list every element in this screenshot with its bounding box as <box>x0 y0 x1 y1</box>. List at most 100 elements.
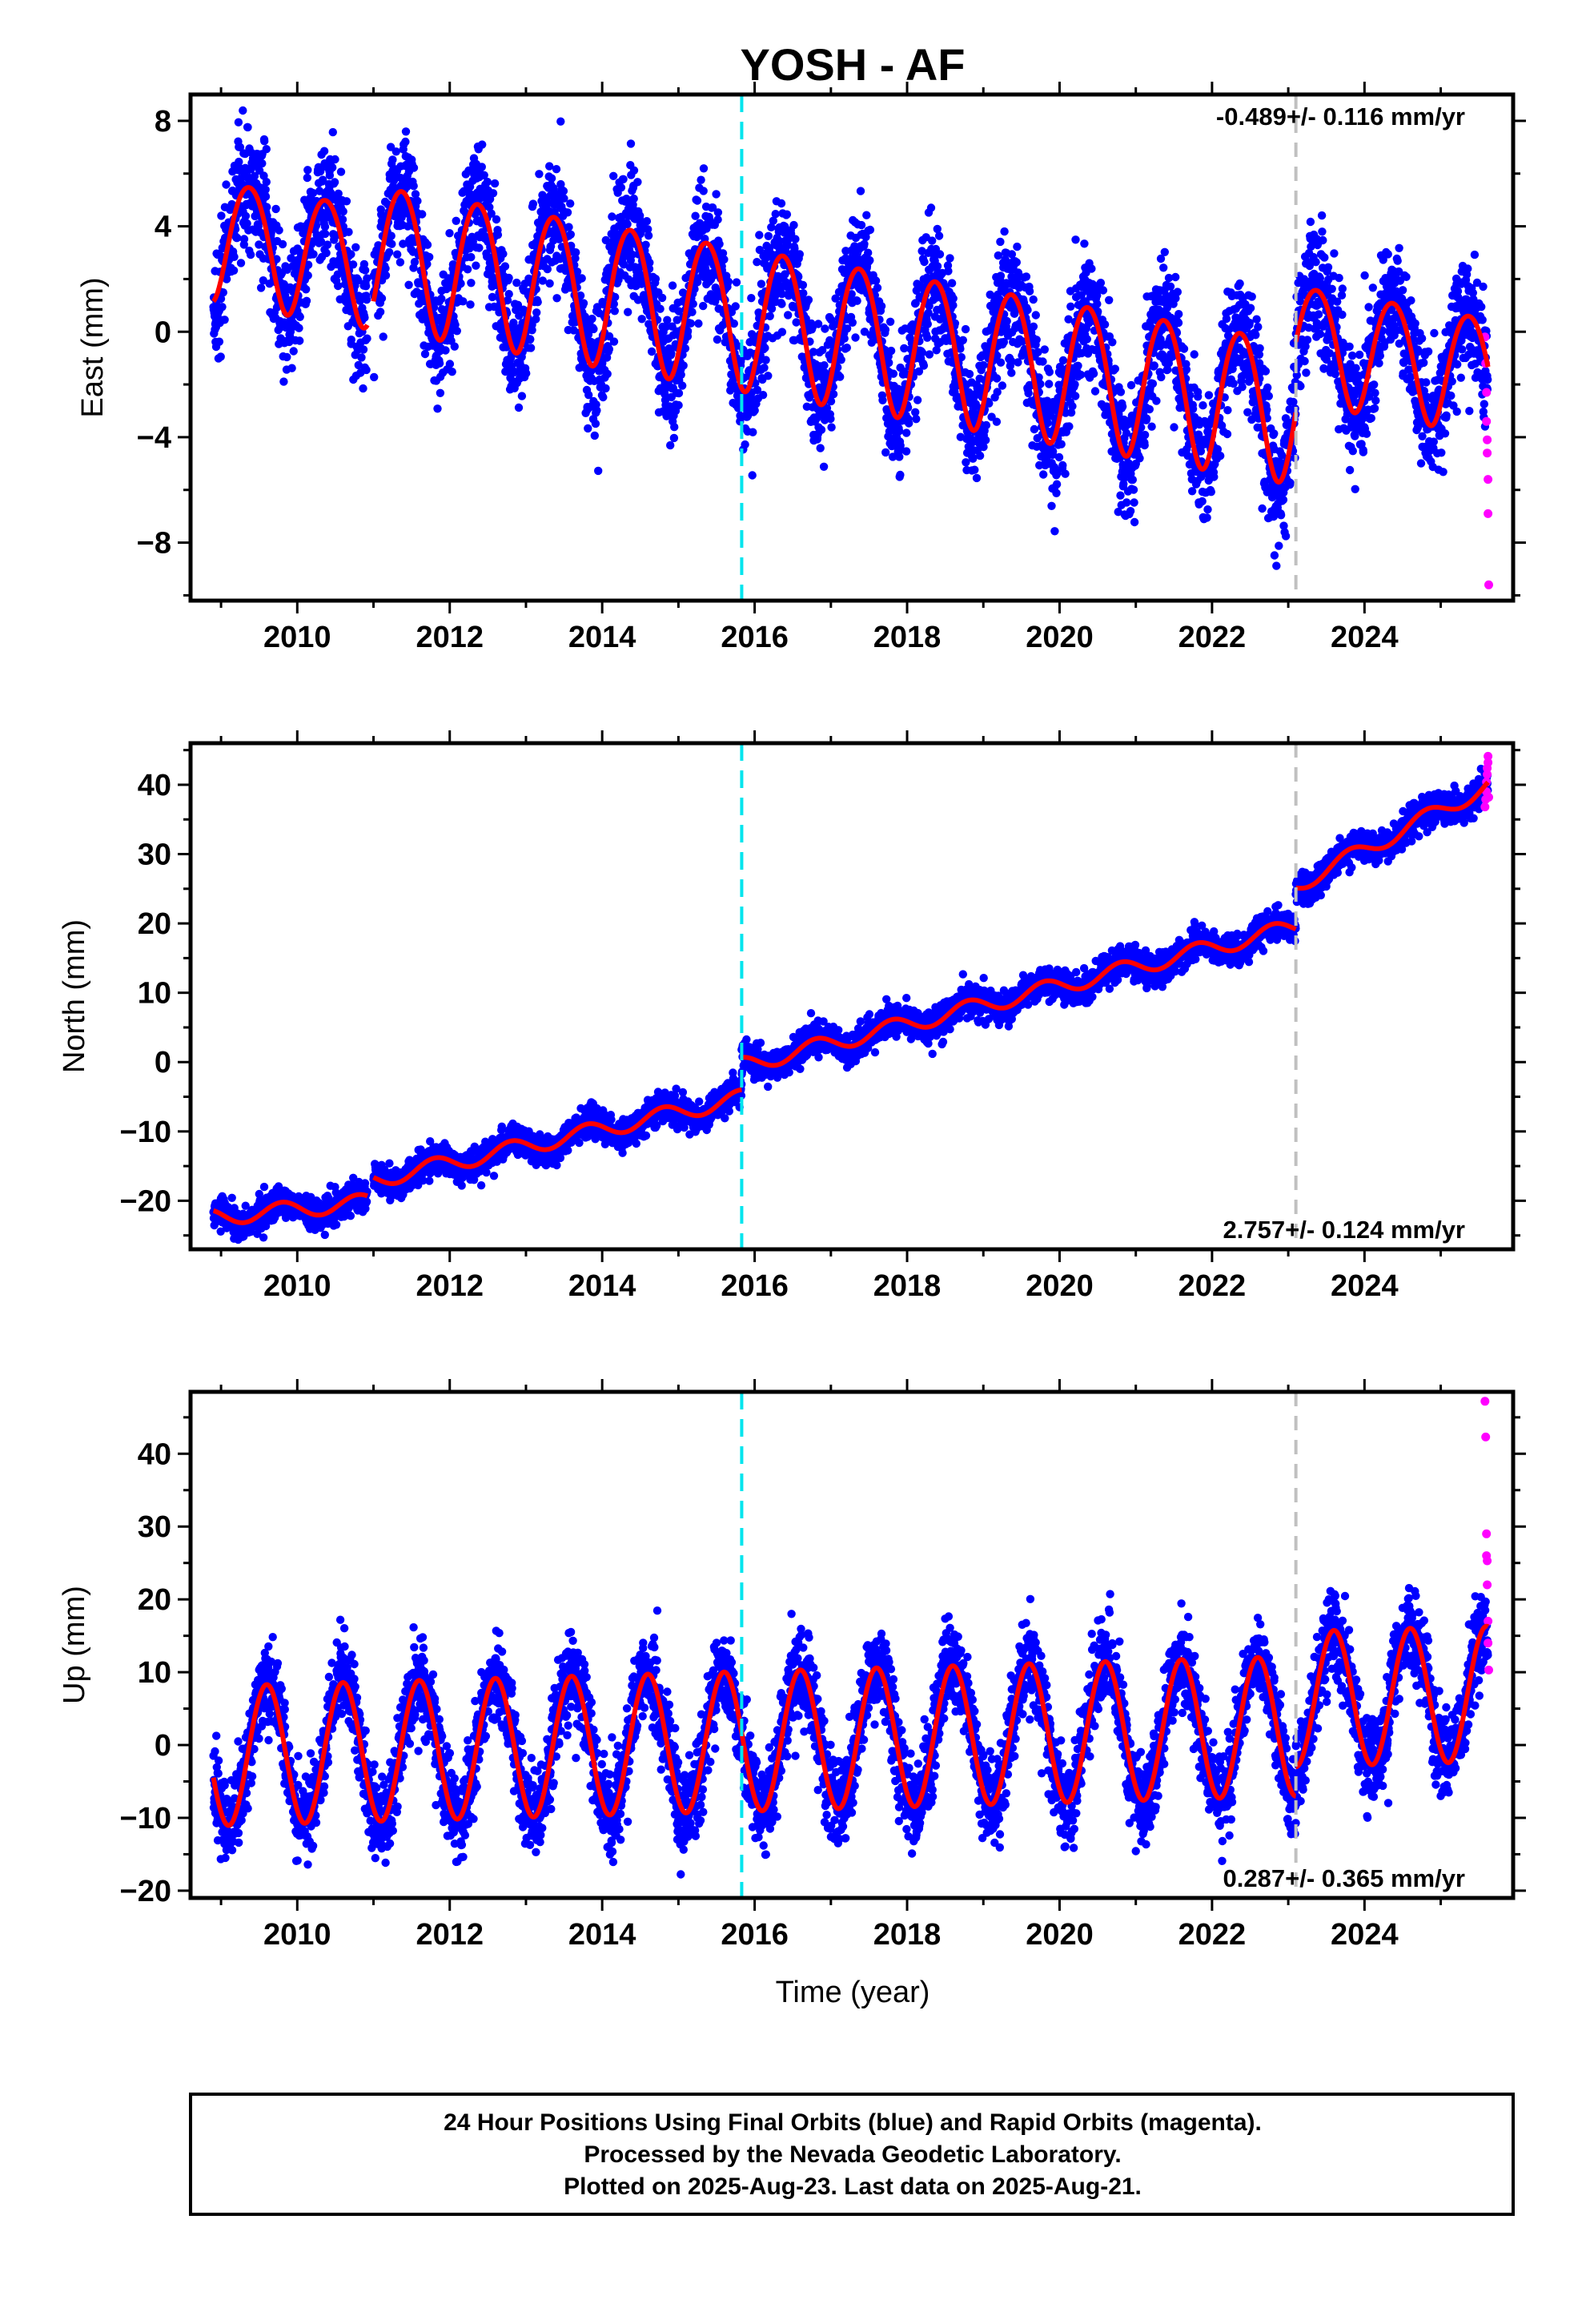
final-orbit-point <box>1145 404 1154 414</box>
final-orbit-point <box>347 250 355 259</box>
final-orbit-point <box>661 322 671 332</box>
final-orbit-point <box>792 318 801 327</box>
final-orbit-point <box>451 320 460 329</box>
final-orbit-point <box>485 203 494 211</box>
final-orbit-point <box>409 163 419 172</box>
final-orbit-point <box>336 167 346 176</box>
final-orbit-point <box>1318 227 1327 236</box>
final-orbit-point <box>448 368 456 376</box>
final-orbit-point <box>1166 282 1175 291</box>
final-orbit-point <box>215 337 224 346</box>
final-orbit-point <box>396 258 405 267</box>
final-orbit-point <box>1023 305 1032 315</box>
final-orbit-point <box>1170 423 1178 432</box>
final-orbit-point <box>886 346 896 356</box>
final-orbit-point <box>901 447 911 456</box>
final-orbit-point <box>456 279 465 288</box>
final-orbit-point <box>229 266 239 275</box>
final-orbit-point <box>1364 303 1373 312</box>
final-orbit-point <box>761 356 770 364</box>
final-orbit-point <box>826 414 835 424</box>
final-orbit-point <box>729 319 738 328</box>
final-orbit-point <box>1116 388 1126 396</box>
final-orbit-point <box>604 344 614 354</box>
final-orbit-point <box>467 279 476 287</box>
final-orbit-point <box>1142 414 1151 423</box>
final-orbit-point <box>601 235 610 245</box>
final-orbit-point <box>1331 369 1340 379</box>
final-orbit-point <box>713 215 722 224</box>
final-orbit-point <box>706 290 715 299</box>
final-orbit-point <box>361 282 371 291</box>
final-orbit-point <box>1199 401 1207 410</box>
final-orbit-point <box>564 223 573 231</box>
final-orbit-point <box>877 302 886 311</box>
final-orbit-point <box>609 171 618 180</box>
final-orbit-point <box>334 281 343 291</box>
final-orbit-point <box>500 262 510 271</box>
final-orbit-point <box>334 189 343 198</box>
final-orbit-point <box>1245 318 1255 328</box>
final-orbit-point <box>628 250 636 259</box>
final-orbit-point <box>1070 380 1079 389</box>
final-orbit-point <box>363 274 371 283</box>
final-orbit-point <box>1254 323 1263 332</box>
final-orbit-point <box>1129 485 1138 494</box>
final-orbit-point <box>1050 527 1059 536</box>
final-orbit-point <box>363 334 371 343</box>
final-orbit-point <box>642 217 652 226</box>
final-orbit-point <box>1246 304 1255 312</box>
final-orbit-point <box>1128 475 1138 485</box>
final-orbit-point <box>736 411 745 420</box>
final-orbit-point <box>572 248 580 257</box>
final-orbit-point <box>320 222 330 231</box>
final-orbit-point <box>1311 258 1320 267</box>
final-orbit-point <box>681 344 690 353</box>
final-orbit-point <box>504 273 513 283</box>
final-orbit-point <box>243 123 252 132</box>
final-orbit-point <box>1276 511 1286 520</box>
final-orbit-point <box>865 255 874 265</box>
final-orbit-point <box>1130 517 1139 527</box>
final-orbit-point <box>697 175 705 184</box>
final-orbit-point <box>996 271 1006 280</box>
final-orbit-point <box>896 470 905 480</box>
final-orbit-point <box>360 266 370 275</box>
final-orbit-point <box>761 344 769 352</box>
final-orbit-point <box>387 239 396 248</box>
final-orbit-point <box>686 319 695 328</box>
final-orbit-point <box>767 223 776 231</box>
final-orbit-point <box>1071 392 1080 400</box>
final-orbit-point <box>1100 320 1110 329</box>
final-orbit-point <box>753 385 762 395</box>
final-orbit-point <box>836 372 845 381</box>
final-orbit-point <box>1247 292 1256 301</box>
final-orbit-point <box>1223 429 1232 439</box>
final-orbit-point <box>1093 300 1102 308</box>
final-orbit-point <box>715 239 724 248</box>
final-orbit-point <box>895 427 904 436</box>
final-orbit-point <box>1029 322 1038 331</box>
final-orbit-point <box>391 147 400 156</box>
final-orbit-point <box>619 175 628 183</box>
final-orbit-point <box>235 143 245 151</box>
final-orbit-point <box>1065 422 1074 431</box>
final-orbit-point <box>410 258 420 267</box>
final-orbit-point <box>1045 368 1054 376</box>
final-orbit-point <box>1000 227 1009 236</box>
final-orbit-point <box>381 264 390 273</box>
final-orbit-point <box>965 369 974 379</box>
final-orbit-point <box>260 137 269 146</box>
final-orbit-point <box>510 368 519 377</box>
final-orbit-point <box>1272 561 1281 570</box>
final-orbit-point <box>220 316 229 324</box>
final-orbit-point <box>1216 452 1225 460</box>
final-orbit-point <box>1198 497 1207 506</box>
final-orbit-point <box>1043 418 1053 428</box>
final-orbit-point <box>1071 235 1080 244</box>
final-orbit-point <box>1203 505 1212 514</box>
final-orbit-point <box>842 344 852 352</box>
final-orbit-point <box>328 163 337 172</box>
final-orbit-point <box>1150 361 1159 370</box>
final-orbit-point <box>347 336 355 344</box>
